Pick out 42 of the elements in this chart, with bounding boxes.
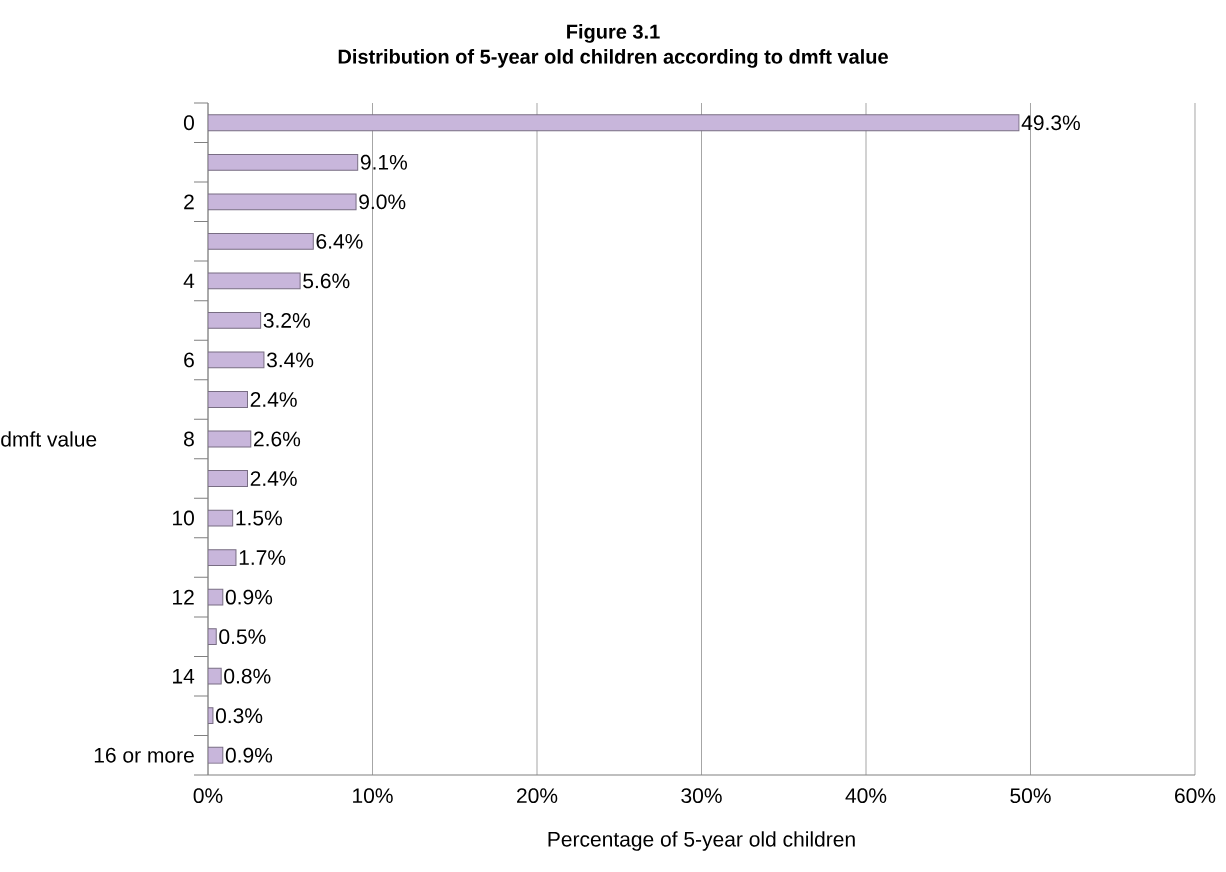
bar: [208, 470, 248, 487]
y-axis-title: dmft value: [1, 431, 97, 447]
data-label: 49.3%: [1021, 115, 1080, 131]
data-label: 0.3%: [215, 708, 263, 724]
data-label: 9.1%: [360, 154, 408, 170]
y-tick-label: 16 or more: [94, 747, 194, 763]
x-tick-label: 20%: [517, 788, 558, 804]
data-label: 3.4%: [266, 352, 314, 368]
data-label: 2.4%: [250, 471, 297, 486]
bar: [208, 391, 248, 408]
x-tick-label: 0%: [193, 788, 223, 804]
y-tick-label: 0: [183, 115, 194, 131]
chart-title: Figure 3.1: [567, 24, 660, 43]
y-tick-label: 4: [183, 273, 195, 289]
y-tick-label: 8: [184, 431, 194, 447]
data-label: 1.7%: [239, 550, 286, 565]
data-label: 0.9%: [225, 747, 273, 763]
x-tick-label: 50%: [1010, 788, 1051, 804]
x-tick-label: 10%: [353, 788, 393, 804]
data-label: 0.5%: [219, 629, 266, 645]
x-tick-label: 30%: [681, 788, 722, 804]
bar: [208, 232, 314, 250]
data-label: 0.8%: [224, 668, 271, 684]
bar: [208, 312, 262, 329]
chart-subtitle: Distribution of 5-year old children according to dmft value: [338, 49, 888, 68]
bar: [208, 153, 359, 171]
y-tick-label: 2: [184, 194, 194, 210]
data-label: 9.0%: [359, 194, 406, 210]
y-tick-label: 6: [184, 352, 194, 368]
data-label: 5.6%: [303, 273, 350, 289]
data-label: 0.9%: [225, 589, 273, 605]
data-label: 6.4%: [316, 233, 363, 249]
x-axis-title: Percentage of 5-year old children: [548, 831, 855, 851]
y-tick-label: 14: [173, 668, 195, 684]
data-label: 3.2%: [263, 312, 310, 328]
y-tick-label: 10: [173, 510, 194, 526]
y-tick-label: 12: [173, 589, 194, 605]
x-tick-label: 40%: [845, 788, 887, 804]
x-tick-label: 60%: [1175, 788, 1216, 804]
data-label: 2.4%: [250, 392, 297, 407]
data-label: 1.5%: [236, 510, 282, 526]
data-label: 2.6%: [254, 431, 301, 447]
